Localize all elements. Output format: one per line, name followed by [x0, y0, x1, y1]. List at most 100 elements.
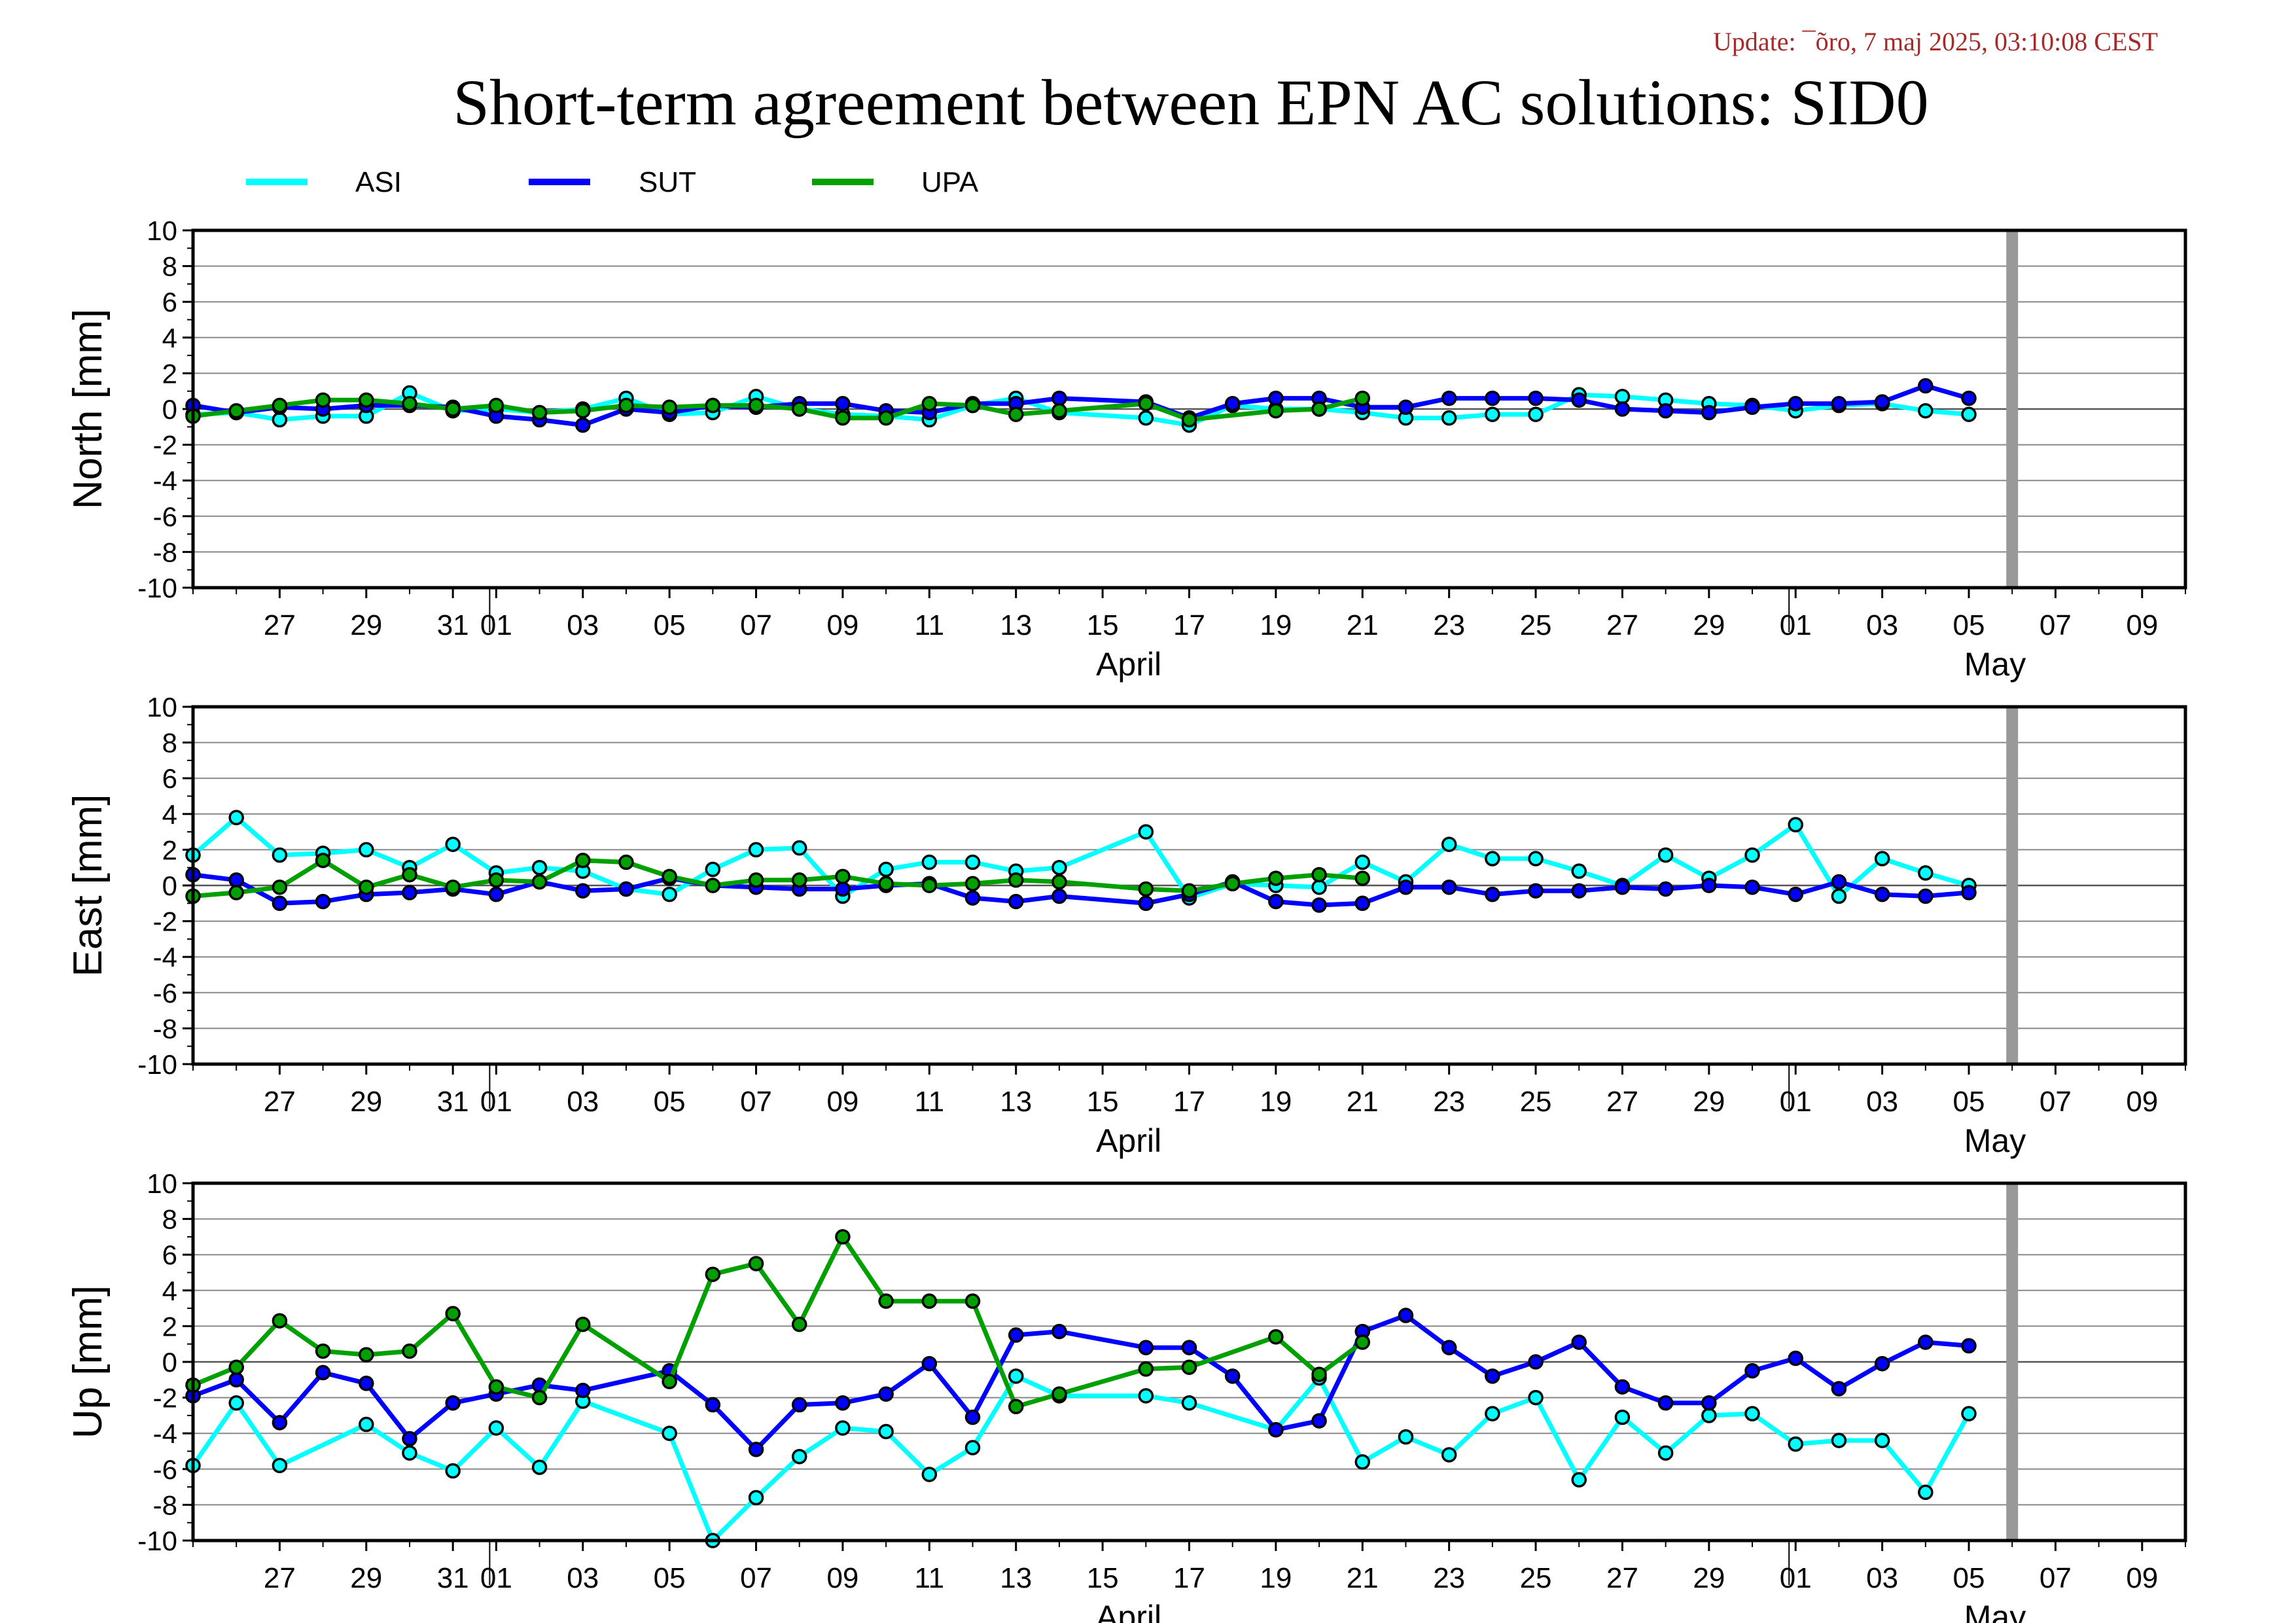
data-point-upa [359, 392, 374, 408]
data-point-sut [1398, 1308, 1414, 1323]
data-point-asi [1614, 389, 1631, 404]
data-point-upa [791, 401, 807, 417]
data-point-sut [1831, 396, 1847, 412]
data-point-sut [1528, 883, 1544, 899]
data-point-sut [359, 1376, 374, 1391]
data-point-asi [878, 1423, 894, 1440]
data-point-sut [1744, 399, 1760, 416]
data-point-upa [531, 874, 548, 890]
data-point-sut [1744, 1363, 1760, 1379]
data-point-upa [1268, 1329, 1284, 1345]
x-tick-label: 03 [1866, 609, 1898, 641]
data-point-upa [1311, 1366, 1327, 1382]
data-point-sut [272, 895, 288, 912]
data-point-asi [1311, 879, 1327, 895]
data-point-sut [445, 1395, 461, 1411]
data-point-sut [1224, 396, 1241, 412]
x-tick-label: 23 [1433, 609, 1465, 641]
data-point-sut [1485, 886, 1500, 902]
data-point-upa [748, 1256, 764, 1272]
data-point-asi [835, 1420, 851, 1436]
data-point-sut [1701, 1395, 1717, 1411]
data-point-upa [921, 396, 938, 412]
data-point-asi [228, 1395, 244, 1411]
data-point-asi [1528, 851, 1544, 866]
data-point-sut [1831, 1381, 1847, 1397]
x-tick-label: 13 [1000, 609, 1032, 641]
data-point-sut [1657, 1395, 1674, 1411]
data-point-upa [835, 868, 851, 885]
data-point-upa [575, 402, 591, 419]
y-axis-label: Up [mm] [65, 1285, 111, 1438]
data-point-sut [1874, 1355, 1890, 1372]
data-point-sut [835, 1395, 851, 1411]
data-point-upa [878, 410, 894, 426]
x-tick-label: 01 [1780, 609, 1812, 641]
x-tick-label: 25 [1520, 1086, 1552, 1118]
data-point-upa [575, 853, 591, 868]
x-tick-label: 07 [740, 1086, 772, 1118]
data-point-asi [1744, 847, 1760, 863]
data-point-sut [1268, 390, 1284, 406]
data-point-asi [402, 1445, 417, 1461]
data-point-upa [964, 876, 981, 892]
data-point-asi [1485, 1406, 1500, 1421]
series-line-asi [191, 1374, 1971, 1543]
data-point-asi [964, 854, 981, 870]
data-point-upa [402, 866, 417, 883]
data-point-sut [1485, 1368, 1500, 1384]
data-point-sut [315, 1364, 331, 1381]
x-tick-label: 29 [1693, 1086, 1725, 1118]
y-tick-label: -10 [137, 1525, 177, 1556]
today-marker [2006, 230, 2019, 588]
data-point-sut [1224, 1368, 1241, 1384]
x-tick-label: 05 [1953, 609, 1985, 641]
data-point-upa [1311, 401, 1327, 417]
data-point-sut [964, 890, 981, 906]
data-point-asi [272, 1457, 288, 1474]
x-tick-label: 29 [350, 609, 382, 641]
data-point-sut [1441, 879, 1457, 895]
x-tick-label: 05 [1953, 1086, 1985, 1118]
data-point-upa [618, 854, 634, 870]
x-tick-label: 19 [1260, 609, 1292, 641]
x-tick-label: 23 [1433, 1086, 1465, 1118]
x-tick-label: 27 [1606, 1086, 1638, 1118]
data-point-sut [1398, 879, 1414, 895]
data-point-asi [1441, 1447, 1457, 1463]
x-tick-label: 29 [1693, 1562, 1725, 1594]
data-point-upa [1224, 876, 1241, 892]
data-point-sut [228, 872, 244, 888]
y-tick-label: 6 [162, 1240, 177, 1270]
y-tick-label: 2 [162, 358, 177, 389]
x-tick-label: 05 [1953, 1562, 1985, 1594]
data-point-upa [1181, 412, 1197, 428]
month-label-may: May [1964, 1122, 2026, 1159]
data-point-asi [1485, 851, 1500, 866]
data-point-upa [1051, 1386, 1067, 1402]
data-point-upa [228, 885, 244, 901]
data-point-sut [1441, 390, 1457, 406]
data-point-asi [1051, 859, 1067, 876]
y-tick-label: -4 [153, 1418, 177, 1449]
series-upa [185, 1229, 1371, 1414]
x-tick-label: 03 [1866, 1086, 1898, 1118]
x-tick-label: 29 [350, 1562, 382, 1594]
x-tick-label: 11 [914, 1086, 944, 1118]
series-upa [185, 390, 1371, 428]
data-point-asi [1571, 863, 1587, 879]
data-point-sut [1398, 399, 1414, 416]
data-point-sut [1051, 1323, 1067, 1340]
x-tick-label: 29 [350, 1086, 382, 1118]
y-tick-label: 0 [162, 1347, 177, 1378]
x-tick-label: 19 [1260, 1562, 1292, 1594]
data-point-upa [791, 872, 807, 888]
data-point-upa [618, 397, 634, 414]
x-tick-label: 27 [264, 609, 296, 641]
legend-label-asi: ASI [355, 166, 402, 198]
x-tick-label: 15 [1087, 609, 1119, 641]
data-point-upa [1354, 1334, 1371, 1350]
data-point-upa [315, 392, 331, 408]
month-label-may: May [1964, 1599, 2026, 1623]
data-point-sut [1788, 396, 1803, 412]
